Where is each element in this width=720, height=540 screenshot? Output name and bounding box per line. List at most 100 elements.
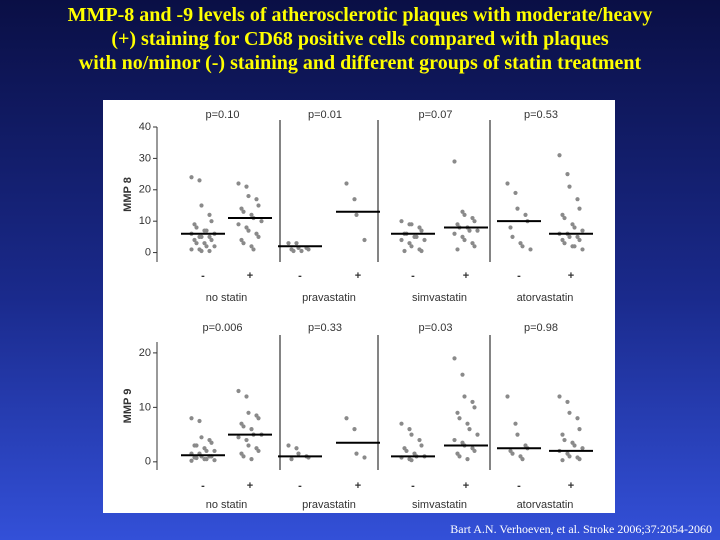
data-dot — [510, 451, 515, 456]
data-dot — [256, 416, 261, 421]
y-tick-label: 20 — [139, 347, 151, 359]
p-value: p=0.006 — [202, 322, 242, 334]
data-dot — [510, 234, 515, 239]
data-dot — [251, 247, 256, 252]
data-dot — [580, 228, 585, 233]
data-dot — [472, 219, 477, 224]
group-sign: + — [355, 270, 361, 282]
data-dot — [244, 394, 249, 399]
data-dot — [194, 241, 199, 246]
group-sign: + — [247, 480, 253, 492]
data-dot — [467, 427, 472, 432]
data-dot — [244, 225, 249, 230]
data-dot — [204, 244, 209, 249]
y-tick-label: 10 — [139, 215, 151, 227]
group-sign: - — [411, 480, 415, 492]
group-sign: - — [201, 270, 205, 282]
data-dot — [557, 394, 562, 399]
data-dot — [244, 437, 249, 443]
data-dot — [460, 234, 465, 239]
title-line: (+) staining for CD68 positive cells com… — [111, 28, 609, 50]
data-dot — [246, 228, 251, 233]
data-dot — [236, 222, 241, 227]
data-dot — [513, 421, 518, 426]
group-sign: + — [463, 480, 469, 492]
data-dot — [209, 440, 214, 445]
data-dot — [572, 443, 577, 448]
data-dot — [409, 222, 414, 227]
category-label: pravastatin — [302, 499, 356, 511]
data-dot — [192, 222, 197, 227]
data-dot — [202, 241, 207, 246]
data-dot — [249, 244, 254, 249]
data-dot — [241, 424, 246, 429]
data-dot — [417, 437, 422, 443]
data-dot — [460, 372, 465, 377]
data-dot — [562, 215, 567, 221]
data-dot — [523, 212, 528, 218]
data-dot — [197, 418, 202, 424]
data-dot — [241, 241, 246, 246]
data-dot — [249, 212, 254, 218]
data-dot — [246, 193, 251, 199]
data-dot — [362, 455, 367, 460]
y-tick-label: 40 — [139, 121, 151, 133]
data-dot — [513, 190, 518, 196]
group-sign: + — [355, 480, 361, 492]
data-dot — [567, 410, 572, 415]
data-dot — [407, 427, 412, 432]
data-dot — [557, 153, 562, 158]
data-dot — [417, 225, 422, 230]
y-tick-label: 30 — [139, 152, 151, 164]
category-label: no statin — [206, 292, 248, 304]
data-dot — [452, 356, 457, 361]
data-dot — [306, 247, 311, 252]
data-dot — [562, 241, 567, 246]
data-dot — [505, 181, 510, 186]
data-dot — [241, 209, 246, 214]
data-dot — [209, 237, 214, 243]
data-dot — [452, 159, 457, 164]
data-dot — [204, 448, 209, 454]
data-dot — [209, 219, 214, 224]
group-sign: - — [517, 480, 521, 492]
data-dot — [244, 184, 249, 189]
data-dot — [520, 457, 525, 462]
data-dot — [465, 421, 470, 426]
data-dot — [577, 457, 582, 462]
group-sign: + — [568, 270, 574, 282]
data-dot — [291, 248, 296, 254]
figure-background — [103, 100, 615, 513]
data-dot — [207, 212, 212, 218]
data-dot — [344, 181, 349, 186]
data-dot — [572, 225, 577, 230]
data-dot — [560, 458, 565, 463]
p-value: p=0.98 — [524, 322, 558, 334]
p-value: p=0.33 — [308, 322, 342, 334]
data-dot — [199, 435, 204, 440]
data-dot — [470, 215, 475, 221]
data-dot — [455, 410, 460, 415]
title-line: MMP-8 and -9 levels of atherosclerotic p… — [67, 4, 653, 26]
group-sign: - — [517, 270, 521, 282]
data-dot — [354, 212, 359, 218]
data-dot — [256, 234, 261, 239]
data-dot — [409, 458, 414, 463]
data-dot — [562, 437, 567, 443]
data-dot — [475, 432, 480, 437]
data-dot — [352, 427, 357, 432]
data-dot — [204, 457, 209, 462]
data-dot — [452, 437, 457, 443]
p-value: p=0.07 — [419, 109, 453, 121]
data-dot — [207, 234, 212, 239]
data-dot — [567, 454, 572, 459]
data-dot — [505, 394, 510, 399]
title-line: with no/minor (-) staining and different… — [78, 52, 642, 74]
data-dot — [419, 248, 424, 254]
data-dot — [399, 421, 404, 426]
p-value: p=0.10 — [206, 109, 240, 121]
category-label: atorvastatin — [517, 499, 574, 511]
data-dot — [457, 454, 462, 459]
